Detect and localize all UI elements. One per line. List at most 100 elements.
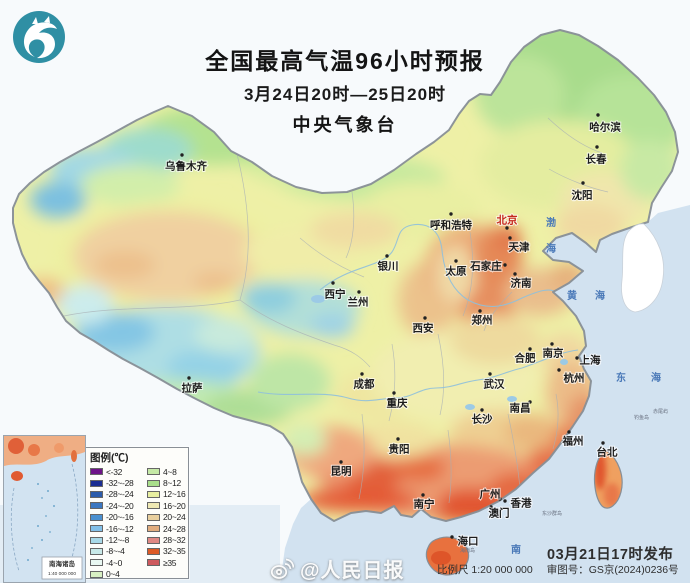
legend-range-label: -32~-28 xyxy=(106,478,134,489)
city-label: 北京 xyxy=(497,214,518,227)
legend-color-swatch xyxy=(147,479,160,487)
inset-title: 南海诸岛 xyxy=(49,559,76,568)
city-label: 长沙 xyxy=(472,413,493,426)
city-label: 广州 xyxy=(480,488,501,501)
legend-color-swatch xyxy=(147,559,160,567)
city-label: 海口 xyxy=(458,535,479,548)
legend-range-label: 8~12 xyxy=(163,478,181,489)
legend-range-label: 20~24 xyxy=(163,512,186,523)
legend-item: -16~-12 xyxy=(90,523,147,534)
city-marker: 西宁 xyxy=(324,281,347,302)
legend-item: 12~16 xyxy=(147,489,186,500)
city-label: 兰州 xyxy=(348,296,369,309)
city-label: 呼和浩特 xyxy=(430,219,472,232)
cma-dragon-logo-icon xyxy=(13,11,65,63)
map-scale-row: 比例尺 1:20 000 000 审图号：GS京(2024)0236号 xyxy=(437,562,687,577)
city-marker: 广州 xyxy=(479,487,502,502)
legend-item: 4~8 xyxy=(147,466,186,477)
city-marker: 拉萨 xyxy=(181,376,204,396)
sea-name-label: 海 xyxy=(546,242,556,255)
legend-item: ≥35 xyxy=(147,557,186,568)
korea-landmass xyxy=(621,223,665,313)
legend-color-swatch xyxy=(90,468,103,476)
city-marker: 贵阳 xyxy=(388,437,411,457)
city-marker: 武汉 xyxy=(483,372,506,392)
city-marker: 海口 xyxy=(450,534,480,549)
city-marker: 昆明 xyxy=(330,460,353,479)
city-marker: 澳门 xyxy=(488,505,511,521)
temperature-legend: 图例(℃) <-32 -32~-28 -28~-24 -24~-20 -20~-16 -1… xyxy=(85,447,189,579)
inset-islands xyxy=(27,483,55,561)
legend-color-swatch xyxy=(90,513,103,521)
legend-range-label: -8~-4 xyxy=(106,546,125,557)
city-marker: 南昌 xyxy=(509,400,532,416)
legend-item: 24~28 xyxy=(147,523,186,534)
legend-range-label: 28~32 xyxy=(163,535,186,546)
inset-scale: 1:40 000 000 xyxy=(48,571,76,577)
legend-item: -32~-28 xyxy=(90,477,147,488)
city-label: 南京 xyxy=(543,347,564,360)
legend-range-label: -20~-16 xyxy=(106,512,134,523)
city-label: 西安 xyxy=(413,322,434,335)
agency-name: 中央气象台 xyxy=(292,115,398,135)
city-marker: 南宁 xyxy=(413,493,436,512)
city-label: 乌鲁木齐 xyxy=(165,160,207,173)
city-marker: 合肥 xyxy=(513,347,537,366)
city-label: 台北 xyxy=(597,446,618,459)
city-marker: 杭州 xyxy=(557,368,586,386)
city-marker: 济南 xyxy=(510,272,533,291)
legend-item: 0~4 xyxy=(90,569,147,580)
city-label: 长春 xyxy=(586,153,607,166)
lakes xyxy=(311,295,568,410)
city-marker: 兰州 xyxy=(347,290,370,310)
city-label: 南昌 xyxy=(510,402,531,415)
legend-color-swatch xyxy=(90,490,103,498)
city-marker: 沈阳 xyxy=(571,181,594,203)
city-marker: 银川 xyxy=(377,254,400,274)
city-marker: 福州 xyxy=(561,430,585,449)
legend-range-label: 24~28 xyxy=(163,523,186,534)
city-label: 石家庄 xyxy=(469,260,502,273)
island-name-label: 钓鱼岛 xyxy=(634,414,649,421)
legend-range-label: 32~35 xyxy=(163,546,186,557)
legend-color-swatch xyxy=(147,468,160,476)
city-label: 成都 xyxy=(354,378,375,391)
legend-item: 32~35 xyxy=(147,546,186,557)
sea-name-label: 渤 xyxy=(546,216,556,229)
forecast-date-range: 3月24日20时—25日20时 xyxy=(243,85,447,104)
city-label: 太原 xyxy=(445,265,467,278)
city-label: 郑州 xyxy=(472,314,493,327)
city-marker: 呼和浩特 xyxy=(429,212,473,233)
rivers xyxy=(257,223,579,402)
city-label: 武汉 xyxy=(484,378,505,391)
legend-range-label: 4~8 xyxy=(163,466,177,477)
island-name-label: 东沙群岛 xyxy=(542,510,562,517)
sea-name-label: 东 xyxy=(616,371,626,384)
legend-grid: <-32 -32~-28 -28~-24 -24~-20 -20~-16 -16~-12-… xyxy=(90,466,186,580)
city-label: 福州 xyxy=(562,435,584,448)
city-label: 香港 xyxy=(510,497,532,510)
watermark-handle: @人民日报 xyxy=(300,560,405,582)
inset-coast xyxy=(4,436,85,466)
inset-boundary-line xyxy=(10,463,79,572)
city-marker: 台北 xyxy=(596,441,619,460)
city-label: 银川 xyxy=(378,260,399,273)
city-marker: 郑州 xyxy=(471,309,494,328)
province-boundaries xyxy=(63,117,609,504)
legend-item: -4~0 xyxy=(90,557,147,568)
legend-item: 28~32 xyxy=(147,534,186,545)
legend-range-label: ≥35 xyxy=(163,557,177,568)
legend-item: -28~-24 xyxy=(90,489,147,500)
sea-name-label: 海 xyxy=(595,289,605,302)
legend-item: -20~-16 xyxy=(90,512,147,523)
city-marker: 南京 xyxy=(542,342,565,361)
city-label: 贵阳 xyxy=(389,443,410,456)
legend-color-swatch xyxy=(90,547,103,555)
city-label: 重庆 xyxy=(387,397,408,410)
city-marker: 乌鲁木齐 xyxy=(164,153,208,174)
city-label: 拉萨 xyxy=(182,382,203,395)
city-label: 西宁 xyxy=(325,288,346,301)
legend-color-swatch xyxy=(90,525,103,533)
sea-name-label: 黄 xyxy=(567,289,577,302)
